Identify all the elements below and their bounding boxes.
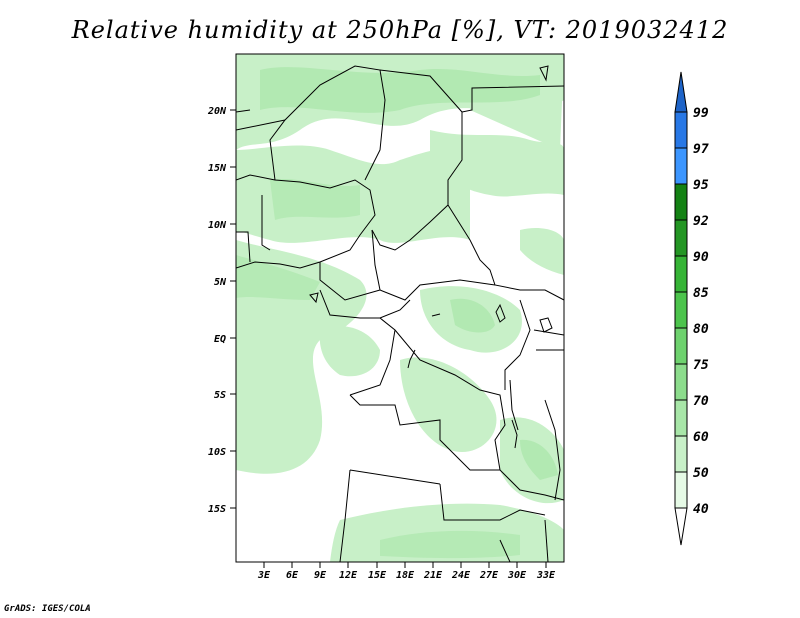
colorbar-label: 97	[693, 142, 709, 157]
lon-label: 12E	[339, 570, 358, 581]
lat-label: 10S	[208, 447, 226, 458]
lat-label: 5N	[214, 277, 227, 288]
lon-label: 24E	[451, 570, 471, 581]
colorbar-segment	[674, 111, 688, 149]
colorbar-label: 50	[693, 466, 709, 481]
lon-label: 9E	[314, 570, 327, 581]
lon-label: 6E	[286, 570, 299, 581]
lon-ticks	[263, 562, 547, 568]
map-title: Relative humidity at 250hPa [%], VT: 201…	[71, 16, 729, 44]
lon-labels: 3E 6E 9E 12E 15E 18E 21E 24E 27E 30E 33E	[257, 570, 556, 581]
lon-label: 15E	[368, 570, 387, 581]
lon-label: 33E	[536, 570, 556, 581]
grads-credit: GrADS: IGES/COLA	[4, 604, 91, 614]
lat-label: EQ	[214, 334, 226, 345]
map-frame	[235, 53, 565, 563]
colorbar-label: 80	[693, 322, 709, 337]
lon-label: 21E	[423, 570, 443, 581]
colorbar: 40 50 60 70 75 80 85 90 92 95 97 99	[674, 71, 709, 546]
colorbar-segment	[674, 399, 688, 437]
lakes	[309, 65, 553, 449]
colorbar-label: 99	[693, 106, 709, 121]
colorbar-label: 40	[693, 502, 709, 517]
colorbar-label: 70	[693, 394, 709, 409]
lon-label: 18E	[396, 570, 415, 581]
colorbar-upper-arrow	[674, 71, 688, 113]
colorbar-lower-arrow	[674, 507, 688, 546]
colorbar-label: 85	[693, 286, 709, 301]
lat-label: 15N	[208, 163, 227, 174]
colorbar-segment	[674, 471, 688, 509]
lat-label: 15S	[208, 504, 226, 515]
colorbar-segment	[674, 435, 688, 473]
colorbar-label: 95	[693, 178, 709, 193]
colorbar-segment	[674, 219, 688, 257]
lat-labels: 20N 15N 10N 5N EQ 5S 10S 15S	[207, 106, 227, 515]
colorbar-label: 60	[693, 430, 709, 445]
lon-label: 27E	[479, 570, 499, 581]
colorbar-label: 90	[693, 250, 709, 265]
colorbar-label: 92	[693, 214, 709, 229]
lat-label: 10N	[208, 220, 227, 231]
colorbar-segment	[674, 147, 688, 185]
colorbar-segment	[674, 291, 688, 329]
lat-label: 5S	[214, 390, 226, 401]
colorbar-label: 75	[693, 358, 709, 373]
colorbar-segment	[674, 363, 688, 401]
lat-ticks	[230, 109, 236, 509]
lon-label: 3E	[257, 570, 271, 581]
lat-label: 20N	[207, 106, 227, 117]
colorbar-segment	[674, 327, 688, 365]
colorbar-segment	[674, 255, 688, 293]
country-boundaries	[236, 65, 564, 562]
lon-label: 30E	[507, 570, 527, 581]
humidity-shading	[236, 54, 564, 562]
colorbar-segment	[674, 183, 688, 221]
